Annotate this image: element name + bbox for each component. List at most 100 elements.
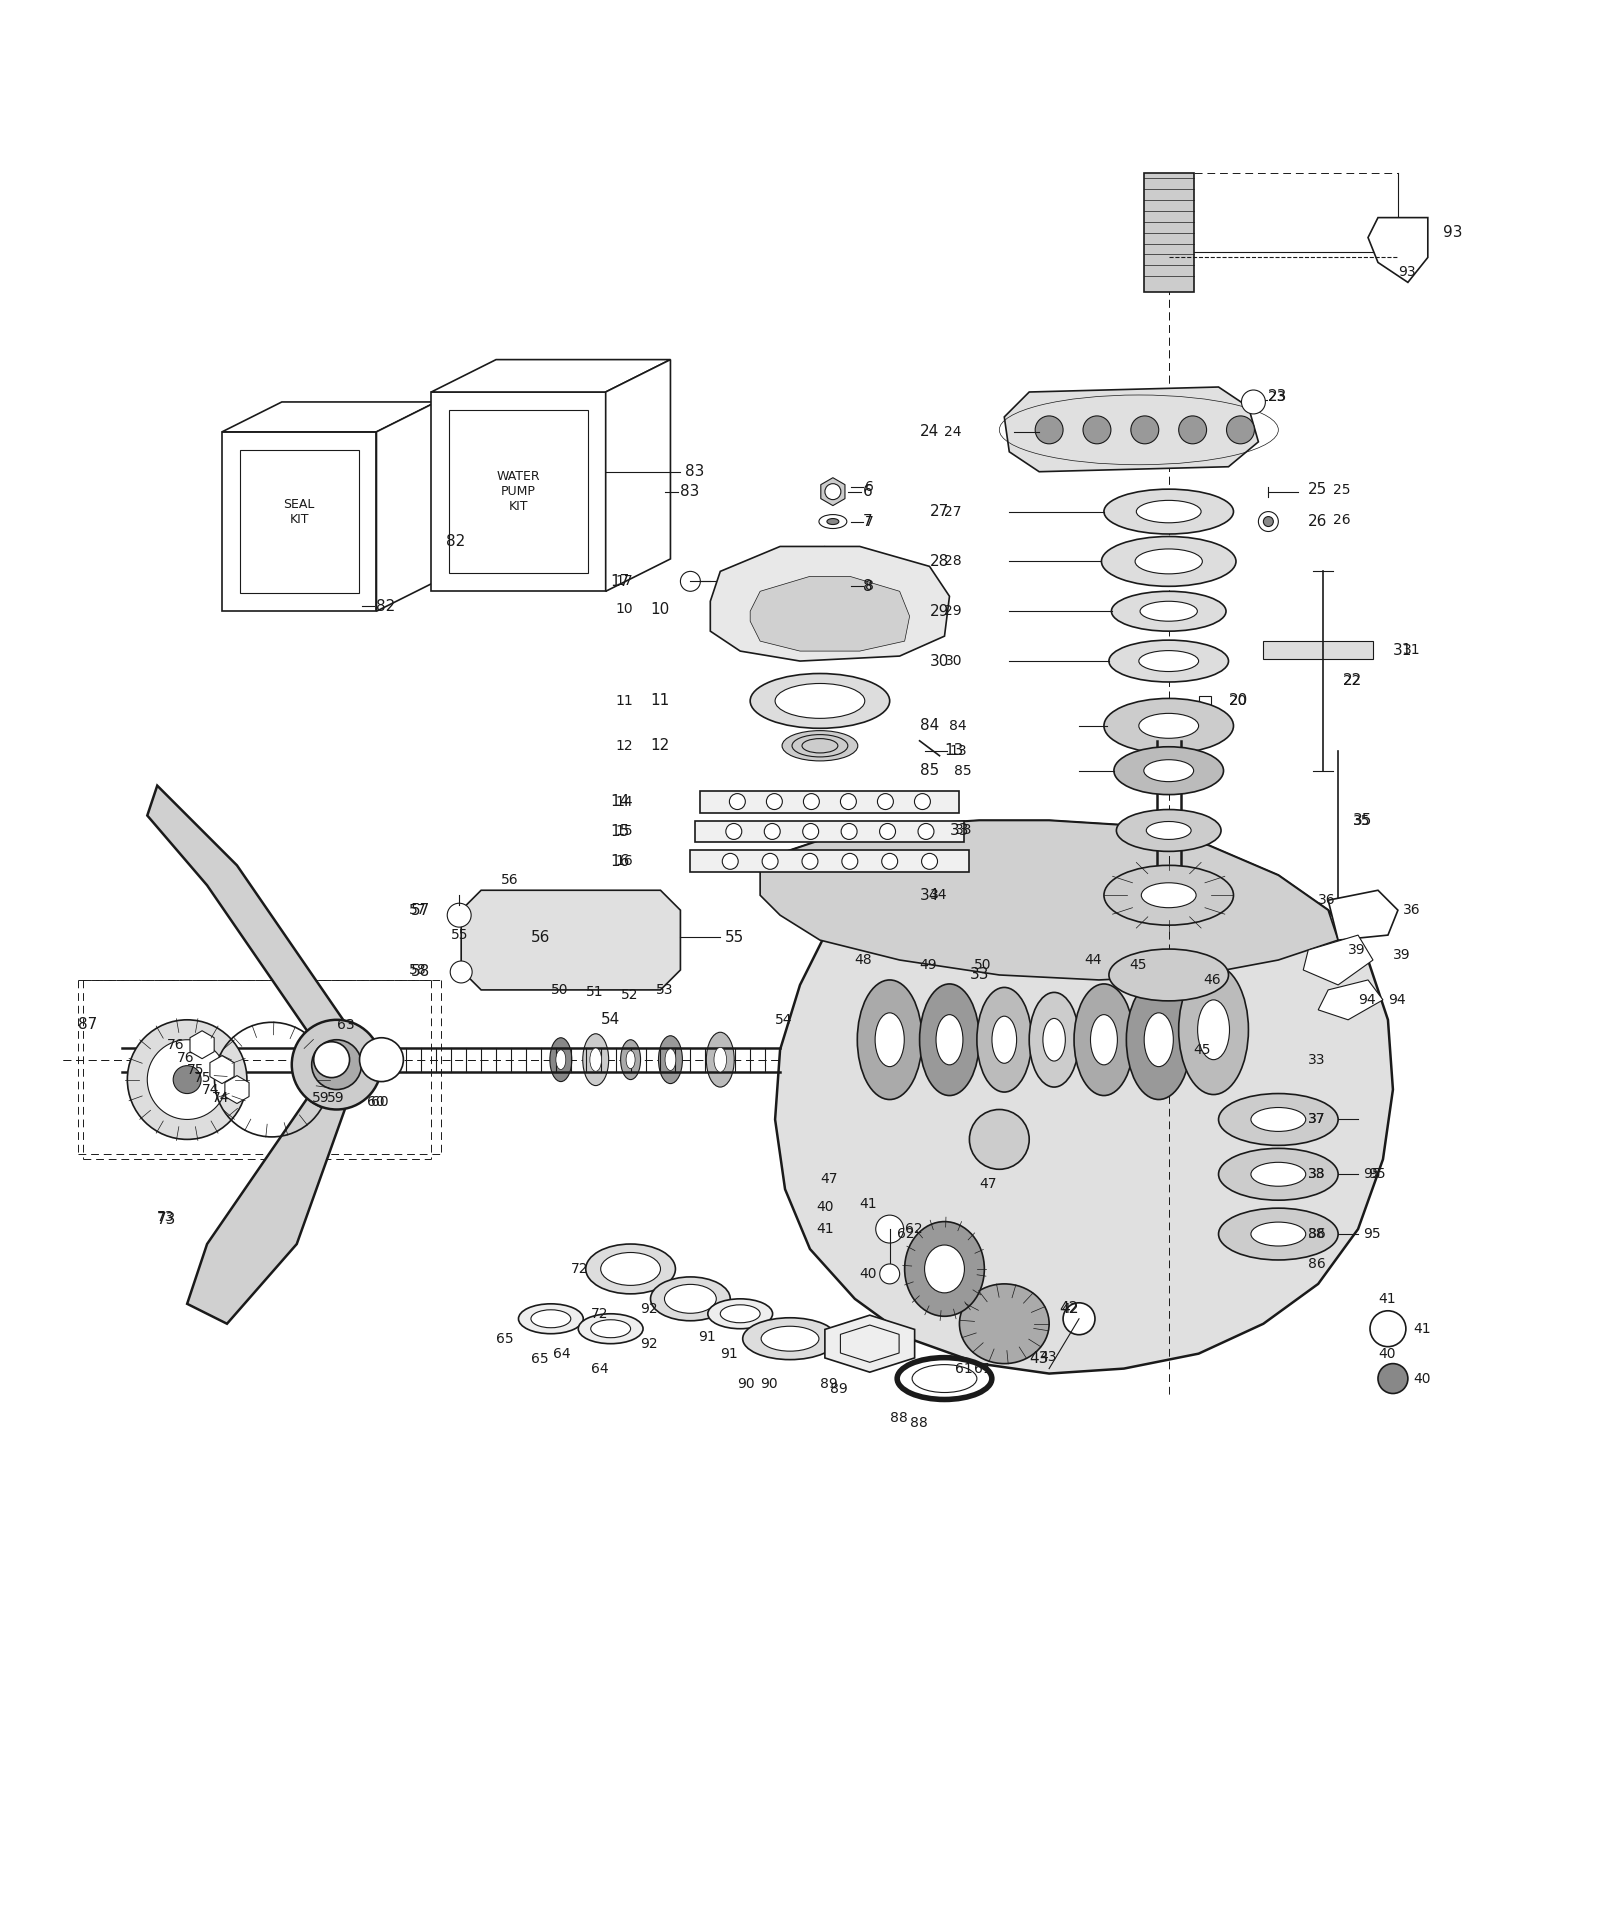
Ellipse shape xyxy=(858,980,922,1100)
Text: 35: 35 xyxy=(1354,812,1373,828)
Text: 91: 91 xyxy=(720,1346,738,1360)
Circle shape xyxy=(766,793,782,810)
Bar xyxy=(1198,696,1211,723)
Ellipse shape xyxy=(518,1304,584,1333)
Text: 74: 74 xyxy=(202,1082,219,1096)
Text: 84: 84 xyxy=(949,720,966,733)
Text: 23: 23 xyxy=(1269,390,1286,403)
Text: 50: 50 xyxy=(550,984,568,997)
Bar xyxy=(690,851,970,872)
Circle shape xyxy=(877,793,893,810)
Text: 72: 72 xyxy=(571,1262,589,1275)
Circle shape xyxy=(730,793,746,810)
Text: 82: 82 xyxy=(446,534,466,550)
Polygon shape xyxy=(1368,218,1427,282)
Polygon shape xyxy=(1304,936,1373,986)
Ellipse shape xyxy=(742,1318,837,1360)
Ellipse shape xyxy=(555,1049,566,1069)
Polygon shape xyxy=(750,577,910,652)
Text: 73: 73 xyxy=(157,1209,174,1225)
Ellipse shape xyxy=(590,1047,602,1071)
Ellipse shape xyxy=(1139,650,1198,671)
Ellipse shape xyxy=(1104,698,1234,752)
Text: 24: 24 xyxy=(920,424,939,440)
Ellipse shape xyxy=(531,1310,571,1327)
Polygon shape xyxy=(187,1084,347,1323)
Text: 61: 61 xyxy=(955,1362,973,1375)
Text: 45: 45 xyxy=(1130,959,1146,972)
Ellipse shape xyxy=(590,1319,630,1337)
Text: 41: 41 xyxy=(1413,1321,1430,1335)
Ellipse shape xyxy=(720,1304,760,1323)
Text: 84: 84 xyxy=(920,718,939,733)
Text: 93: 93 xyxy=(1443,226,1462,239)
Ellipse shape xyxy=(1198,999,1229,1059)
Ellipse shape xyxy=(586,1244,675,1294)
Ellipse shape xyxy=(1109,949,1229,1001)
Text: 59: 59 xyxy=(326,1090,344,1105)
Text: 28: 28 xyxy=(930,554,949,569)
Ellipse shape xyxy=(1074,984,1134,1096)
Text: 6: 6 xyxy=(862,484,872,500)
Polygon shape xyxy=(190,1030,214,1059)
Text: 13: 13 xyxy=(949,745,966,758)
Text: 39: 39 xyxy=(1394,947,1411,963)
Text: 14: 14 xyxy=(611,795,630,808)
Bar xyxy=(1264,640,1373,660)
Ellipse shape xyxy=(992,1017,1016,1063)
Text: 53: 53 xyxy=(656,984,674,997)
Polygon shape xyxy=(710,546,949,662)
Ellipse shape xyxy=(762,1327,819,1350)
Circle shape xyxy=(842,853,858,870)
Text: 56: 56 xyxy=(531,930,550,945)
Text: 11: 11 xyxy=(651,693,670,708)
Ellipse shape xyxy=(936,1015,963,1065)
Text: 43: 43 xyxy=(1029,1350,1048,1366)
Circle shape xyxy=(1264,517,1274,527)
Ellipse shape xyxy=(912,1364,978,1393)
Ellipse shape xyxy=(1112,592,1226,631)
Text: 22: 22 xyxy=(1342,673,1360,689)
Text: 29: 29 xyxy=(930,604,949,619)
Text: 65: 65 xyxy=(496,1331,514,1346)
Text: 8: 8 xyxy=(864,579,874,594)
Text: 54: 54 xyxy=(774,1013,792,1026)
Polygon shape xyxy=(222,401,437,432)
Ellipse shape xyxy=(978,988,1032,1092)
Bar xyxy=(1144,174,1194,293)
Text: 25: 25 xyxy=(1309,482,1328,498)
Bar xyxy=(696,820,965,843)
Text: 36: 36 xyxy=(1318,893,1336,907)
Text: 36: 36 xyxy=(1403,903,1421,916)
Ellipse shape xyxy=(1141,883,1197,909)
Circle shape xyxy=(803,793,819,810)
Text: 88: 88 xyxy=(890,1412,907,1426)
Ellipse shape xyxy=(1141,602,1197,621)
Text: 95: 95 xyxy=(1368,1167,1386,1181)
Text: 8: 8 xyxy=(862,579,872,594)
Ellipse shape xyxy=(312,1040,362,1090)
Text: 42: 42 xyxy=(1059,1302,1078,1316)
Ellipse shape xyxy=(1104,490,1234,534)
Polygon shape xyxy=(760,820,1394,1373)
Text: 44: 44 xyxy=(1085,953,1101,966)
Text: 60: 60 xyxy=(371,1094,389,1109)
Text: 38: 38 xyxy=(1309,1227,1326,1240)
Ellipse shape xyxy=(782,731,858,760)
Ellipse shape xyxy=(904,1221,984,1316)
Text: 16: 16 xyxy=(611,855,630,868)
Ellipse shape xyxy=(550,1038,571,1082)
Text: 85: 85 xyxy=(920,764,939,777)
Circle shape xyxy=(450,961,472,984)
Ellipse shape xyxy=(582,1034,608,1086)
Text: 91: 91 xyxy=(698,1329,717,1345)
Ellipse shape xyxy=(291,1020,381,1109)
Text: 40: 40 xyxy=(859,1267,877,1281)
Text: 54: 54 xyxy=(600,1013,619,1028)
Ellipse shape xyxy=(750,673,890,729)
Text: 41: 41 xyxy=(1378,1292,1395,1306)
Circle shape xyxy=(1242,390,1266,415)
Text: 16: 16 xyxy=(616,855,634,868)
Ellipse shape xyxy=(1114,747,1224,795)
Text: WATER
PUMP
KIT: WATER PUMP KIT xyxy=(496,471,541,513)
